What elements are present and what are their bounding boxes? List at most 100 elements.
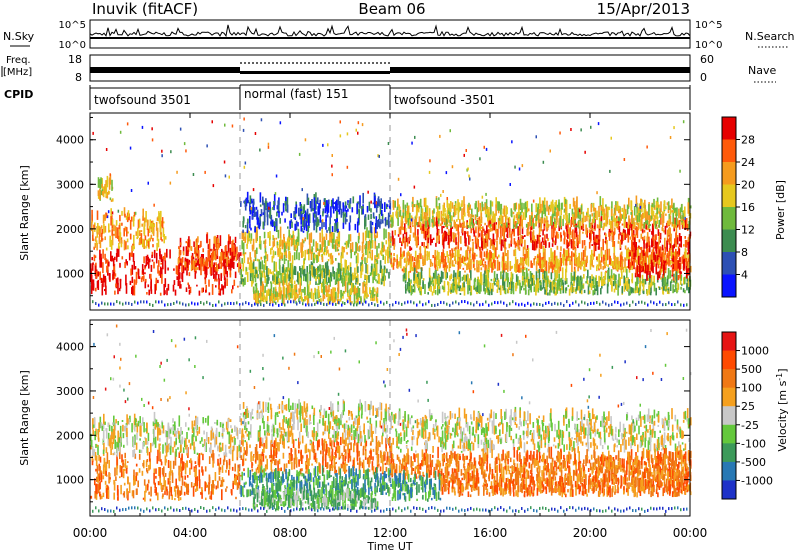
heat-cell (407, 225, 410, 229)
heat-cell (381, 241, 383, 249)
heat-cell (316, 248, 319, 251)
heat-cell (342, 202, 345, 213)
heat-ground (356, 303, 358, 307)
heat-cell (305, 219, 308, 232)
heat-cell (482, 258, 485, 262)
heat-ground (101, 301, 103, 305)
heat-cell (372, 212, 375, 219)
heat-cell (484, 238, 486, 248)
heat-ground (230, 301, 232, 305)
heat-cell (480, 251, 483, 261)
heat-cell (276, 211, 278, 217)
nave-label: Nave (748, 64, 776, 77)
heat-cell (289, 285, 291, 293)
heat-cell (364, 219, 366, 230)
heat-cell (181, 272, 183, 280)
heat-cell (123, 207, 126, 216)
heat-cell (246, 222, 249, 231)
heat-cell (645, 218, 647, 224)
heat-cell (564, 206, 567, 216)
heat-cell (446, 198, 449, 208)
heat-cell (482, 228, 485, 232)
heat-cell (545, 260, 548, 272)
heat-cell (306, 280, 309, 287)
heat-speck (244, 161, 247, 165)
heat-cell (681, 283, 683, 286)
heat-ground (167, 303, 169, 307)
heat-cell (190, 246, 193, 251)
heat-cell (290, 219, 293, 224)
heat-cell (397, 218, 399, 226)
heat-cell (508, 243, 511, 249)
heat-cell (636, 259, 638, 271)
heat-cell (652, 228, 654, 240)
heat-cell (345, 240, 348, 250)
heat-cell (470, 213, 472, 222)
heat-cell (404, 228, 407, 233)
heat-speck (345, 205, 348, 209)
heat-cell (293, 280, 296, 285)
heat-cell (260, 209, 263, 217)
heat-cell (592, 228, 594, 232)
heat-cell (357, 218, 360, 223)
heat-speck (440, 193, 442, 197)
heat-cell (661, 277, 664, 287)
heat-cell (110, 251, 112, 262)
heat-speck (267, 214, 269, 218)
heat-cell (678, 219, 681, 230)
heat-cell (610, 275, 612, 285)
heat-cell (437, 283, 440, 286)
heat-cell (351, 242, 354, 252)
heat-cell (143, 222, 146, 231)
heat-cell (671, 274, 674, 277)
heat-cell (250, 233, 253, 241)
heat-cell (304, 296, 306, 299)
heat-cell (514, 203, 516, 212)
heat-cell (483, 273, 485, 284)
heat-cell (350, 282, 353, 294)
heat-cell (664, 225, 667, 235)
heat-cell (638, 203, 641, 211)
heat-cell (364, 274, 366, 280)
heat-cell (453, 206, 456, 217)
heat-cell (259, 269, 262, 280)
heat-cell (219, 266, 221, 269)
heat-cell (620, 269, 623, 273)
heat-speck (117, 209, 120, 213)
heat-speck (92, 131, 94, 135)
heat-cell (621, 207, 623, 212)
heat-cell (208, 238, 211, 251)
heat-cell (559, 288, 562, 294)
heat-cell (305, 212, 308, 221)
heat-cell (196, 267, 199, 270)
heat-cell (593, 207, 595, 212)
heat-cell (222, 262, 224, 267)
heat-cell (498, 218, 501, 221)
heat-speck (357, 121, 360, 125)
heat-cell (579, 212, 582, 215)
heat-cell (543, 223, 546, 227)
heat-cell (100, 277, 103, 284)
heat-cell (585, 224, 587, 235)
heat-cell (389, 236, 392, 248)
heat-cell (115, 283, 117, 288)
heat-cell (518, 214, 520, 219)
heat-cell (287, 294, 290, 297)
heat-cell (600, 205, 602, 211)
heat-cell (447, 214, 450, 220)
heat-cell (251, 207, 253, 214)
heat-cell (259, 214, 262, 217)
heat-cell (669, 205, 671, 210)
heat-cell (553, 260, 555, 265)
heat-speck (535, 135, 537, 139)
heat-cell (482, 263, 485, 268)
heat-cell (446, 251, 448, 258)
heat-cell (644, 263, 647, 274)
heat-cell (505, 205, 507, 216)
heat-cell (341, 275, 343, 284)
heat-cell (392, 200, 395, 208)
heat-cell (336, 203, 338, 210)
heat-cell (196, 284, 198, 287)
heat-speck (485, 147, 488, 151)
heat-cell (97, 223, 99, 233)
